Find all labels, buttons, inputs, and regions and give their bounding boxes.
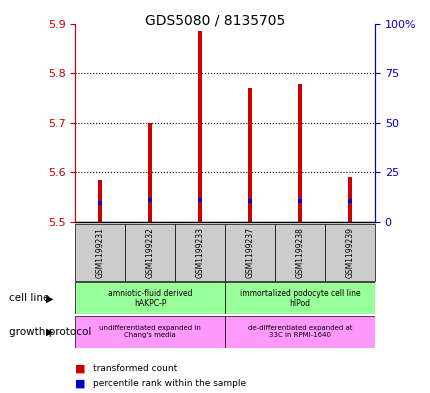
Text: GDS5080 / 8135705: GDS5080 / 8135705 bbox=[145, 14, 285, 28]
Bar bbox=[198, 31, 202, 222]
Text: de-differentiated expanded at
33C in RPMI-1640: de-differentiated expanded at 33C in RPM… bbox=[247, 325, 351, 338]
Bar bbox=[248, 199, 252, 203]
Text: GSM1199233: GSM1199233 bbox=[195, 227, 204, 278]
Bar bbox=[175, 224, 224, 281]
Text: growth protocol: growth protocol bbox=[9, 327, 91, 337]
Text: GSM1199231: GSM1199231 bbox=[95, 227, 104, 278]
Bar bbox=[98, 201, 102, 205]
Bar bbox=[125, 224, 175, 281]
Bar bbox=[347, 199, 351, 203]
Bar bbox=[148, 123, 152, 222]
Text: ▶: ▶ bbox=[46, 327, 53, 337]
Text: percentile rank within the sample: percentile rank within the sample bbox=[92, 379, 245, 387]
Text: ■: ■ bbox=[75, 378, 86, 388]
Bar bbox=[148, 198, 152, 202]
Text: cell line: cell line bbox=[9, 293, 49, 303]
Text: immortalized podocyte cell line
hIPod: immortalized podocyte cell line hIPod bbox=[239, 288, 359, 308]
Bar bbox=[224, 316, 374, 348]
Text: GSM1199238: GSM1199238 bbox=[295, 227, 304, 278]
Bar bbox=[248, 88, 252, 222]
Bar bbox=[298, 84, 301, 222]
Bar bbox=[75, 224, 125, 281]
Text: GSM1199239: GSM1199239 bbox=[345, 227, 354, 278]
Text: ■: ■ bbox=[75, 364, 86, 374]
Bar bbox=[224, 282, 374, 314]
Text: amniotic-fluid derived
hAKPC-P: amniotic-fluid derived hAKPC-P bbox=[108, 288, 192, 308]
Bar bbox=[224, 224, 274, 281]
Bar bbox=[324, 224, 374, 281]
Text: ▶: ▶ bbox=[46, 293, 53, 303]
Text: transformed count: transformed count bbox=[92, 364, 176, 373]
Text: GSM1199232: GSM1199232 bbox=[145, 227, 154, 278]
Text: GSM1199237: GSM1199237 bbox=[245, 227, 254, 278]
Bar bbox=[98, 180, 102, 222]
Bar bbox=[75, 316, 224, 348]
Bar bbox=[347, 177, 351, 222]
Bar bbox=[274, 224, 324, 281]
Bar bbox=[75, 282, 224, 314]
Text: undifferentiated expanded in
Chang's media: undifferentiated expanded in Chang's med… bbox=[99, 325, 201, 338]
Bar bbox=[298, 199, 301, 203]
Bar bbox=[198, 198, 202, 202]
